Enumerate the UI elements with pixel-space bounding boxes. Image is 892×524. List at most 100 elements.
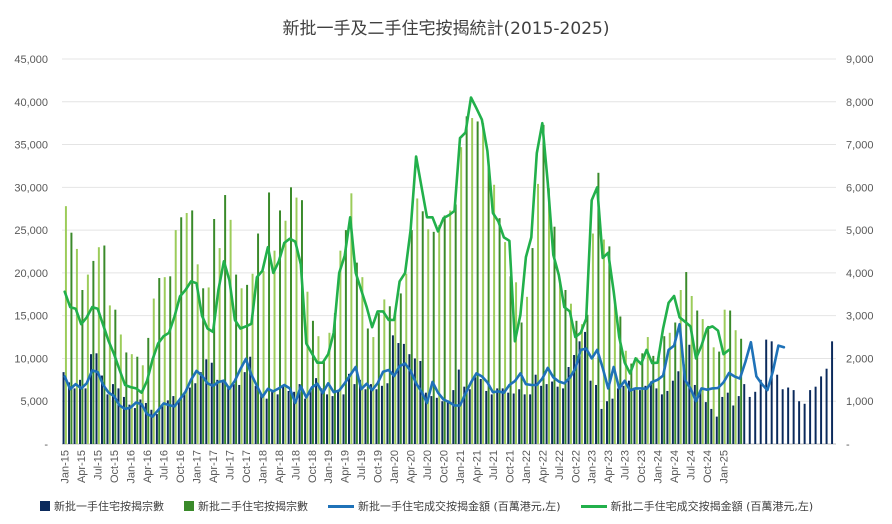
bar-secondary-count bbox=[344, 230, 347, 444]
bar-primary-count bbox=[397, 343, 400, 444]
bar-primary-count bbox=[787, 387, 790, 444]
bar-primary-count bbox=[710, 408, 713, 444]
bar-primary-count bbox=[243, 372, 246, 444]
y-left-tick-label: 15,000 bbox=[14, 311, 48, 323]
bar-primary-count bbox=[238, 384, 241, 444]
bar-primary-count bbox=[556, 386, 559, 444]
bar-secondary-count bbox=[64, 206, 67, 444]
bar-primary-count bbox=[600, 408, 603, 444]
x-tick-label: Oct-15 bbox=[109, 450, 121, 483]
bar-secondary-count bbox=[185, 213, 188, 444]
bar-secondary-count bbox=[685, 272, 688, 444]
x-tick-label: Apr-22 bbox=[537, 450, 549, 483]
bar-primary-count bbox=[293, 391, 296, 444]
bar-primary-count bbox=[595, 384, 598, 444]
bar-secondary-count bbox=[493, 184, 496, 444]
bar-primary-count bbox=[304, 398, 307, 444]
bar-secondary-count bbox=[361, 277, 364, 444]
bar-primary-count bbox=[435, 397, 438, 444]
bar-primary-count bbox=[139, 399, 142, 444]
bar-primary-count bbox=[726, 392, 729, 444]
bar-secondary-count bbox=[630, 363, 633, 444]
bar-secondary-count bbox=[586, 314, 589, 444]
bar-primary-count bbox=[803, 403, 806, 444]
bar-primary-count bbox=[633, 387, 636, 444]
bar-primary-count bbox=[721, 396, 724, 444]
bar-primary-count bbox=[446, 400, 449, 444]
line-secondary-amount bbox=[63, 96, 731, 395]
bar-secondary-count bbox=[284, 220, 287, 444]
bar-primary-count bbox=[315, 378, 318, 444]
bar-secondary-count bbox=[97, 247, 100, 444]
bar-secondary-count bbox=[268, 192, 271, 444]
bar-primary-count bbox=[545, 384, 548, 444]
bar-primary-count bbox=[507, 392, 510, 444]
bar-primary-count bbox=[518, 389, 521, 444]
bar-secondary-count bbox=[542, 124, 545, 444]
x-tick-label: Jan-23 bbox=[587, 450, 599, 484]
bar-secondary-count bbox=[707, 325, 710, 444]
y-right-tick-label: - bbox=[846, 439, 850, 451]
bar-primary-count bbox=[309, 389, 312, 444]
bar-primary-count bbox=[732, 405, 735, 444]
bar-primary-count bbox=[172, 396, 175, 444]
bar-secondary-count bbox=[635, 357, 638, 444]
bar-primary-count bbox=[155, 414, 158, 444]
bar-secondary-count bbox=[174, 230, 177, 444]
legend: 新批一手住宅按揭宗數 新批二手住宅按揭宗數 新批一手住宅成交按揭金額 (百萬港元… bbox=[40, 498, 892, 514]
bar-primary-count bbox=[496, 388, 499, 444]
x-tick-label: Oct-23 bbox=[636, 450, 648, 483]
bar-secondary-count bbox=[322, 361, 325, 444]
bar-primary-count bbox=[748, 396, 751, 444]
bar-secondary-count bbox=[81, 290, 84, 444]
bar-primary-count bbox=[386, 383, 389, 444]
bar-primary-count bbox=[452, 390, 455, 444]
bar-primary-count bbox=[479, 378, 482, 444]
bar-primary-count bbox=[424, 392, 427, 444]
bar-primary-count bbox=[693, 384, 696, 444]
bar-secondary-count bbox=[465, 116, 468, 445]
bar-primary-count bbox=[391, 335, 394, 444]
y-right-tick-label: 5,000 bbox=[846, 225, 874, 237]
y-left-tick-label: - bbox=[44, 439, 48, 451]
bar-primary-count bbox=[677, 371, 680, 444]
bar-primary-count bbox=[331, 396, 334, 444]
bar-primary-count bbox=[649, 381, 652, 444]
legend-item-secondary-amount: 新批二手住宅成交按揭金額 (百萬港元,左) bbox=[580, 498, 814, 514]
x-tick-label: Jul-24 bbox=[686, 450, 698, 480]
bar-secondary-count bbox=[657, 351, 660, 444]
x-tick-label: Jan-24 bbox=[653, 450, 665, 484]
bar-secondary-count bbox=[740, 338, 743, 444]
x-tick-label: Jan-22 bbox=[521, 450, 533, 484]
bar-secondary-count bbox=[300, 200, 303, 444]
bar-primary-count bbox=[622, 385, 625, 444]
bar-secondary-count bbox=[526, 296, 529, 444]
bar-primary-count bbox=[765, 339, 768, 444]
bar-primary-count bbox=[68, 382, 71, 444]
bar-primary-count bbox=[128, 404, 131, 444]
x-tick-label: Jul-18 bbox=[290, 450, 302, 480]
x-tick-label: Apr-17 bbox=[208, 450, 220, 483]
bar-primary-count bbox=[326, 394, 329, 444]
y-left-tick-label: 45,000 bbox=[14, 54, 48, 66]
bar-primary-count bbox=[792, 390, 795, 444]
bar-primary-count bbox=[529, 394, 532, 444]
bar-secondary-count bbox=[125, 352, 128, 444]
x-tick-label: Jul-15 bbox=[93, 450, 105, 480]
bar-primary-count bbox=[798, 401, 801, 444]
bar-primary-count bbox=[616, 388, 619, 444]
bar-secondary-count bbox=[257, 233, 260, 444]
bar-secondary-count bbox=[152, 298, 155, 444]
bar-secondary-count bbox=[537, 183, 540, 444]
bar-secondary-count bbox=[443, 215, 446, 444]
bar-secondary-count bbox=[548, 188, 550, 444]
bar-primary-count bbox=[364, 389, 367, 444]
x-tick-label: Oct-17 bbox=[241, 450, 253, 483]
bar-primary-count bbox=[573, 355, 576, 444]
bar-secondary-count bbox=[564, 290, 567, 444]
legend-label-secondary-amount: 新批二手住宅成交按揭金額 (百萬港元,左) bbox=[610, 500, 814, 513]
x-tick-label: Jan-18 bbox=[257, 450, 269, 484]
x-tick-label: Jul-19 bbox=[356, 450, 368, 480]
bar-primary-count bbox=[831, 341, 834, 444]
bar-secondary-count bbox=[130, 354, 133, 444]
